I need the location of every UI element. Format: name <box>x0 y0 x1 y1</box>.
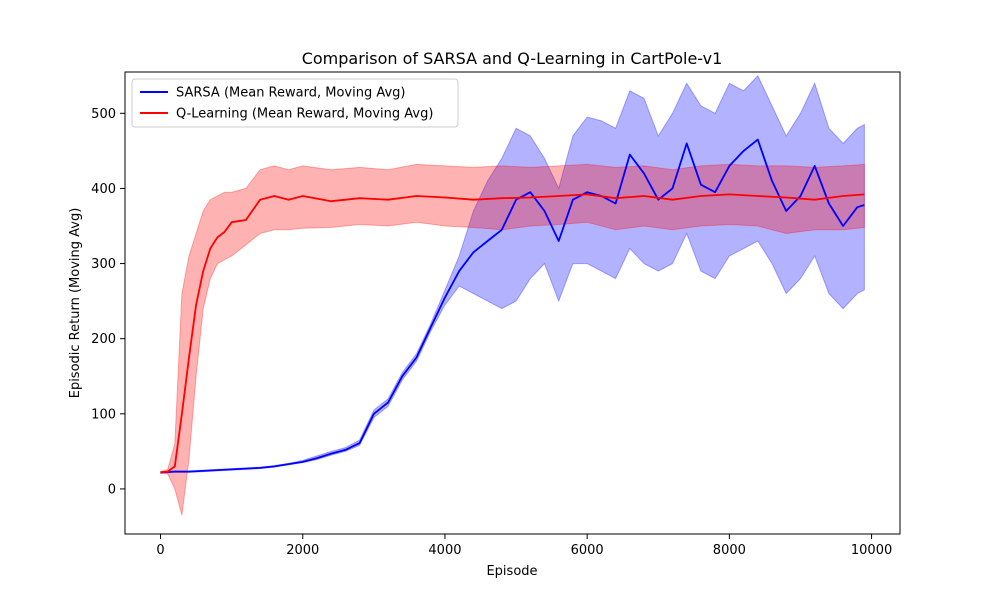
y-axis-label: Episodic Return (Moving Avg) <box>68 208 83 399</box>
y-tick-label: 400 <box>91 182 116 197</box>
y-tick-label: 200 <box>91 332 116 347</box>
sarsa-band <box>160 74 865 474</box>
x-tick-label: 8000 <box>713 543 746 558</box>
x-tick-label: 2000 <box>286 543 319 558</box>
legend-label-q-learning: Q-Learning (Mean Reward, Moving Avg) <box>176 107 433 122</box>
chart-title: Comparison of SARSA and Q-Learning in Ca… <box>302 49 723 68</box>
plot-background <box>125 72 900 534</box>
sarsa-line <box>160 138 865 474</box>
y-tick-label: 100 <box>91 407 116 422</box>
confidence-bands <box>160 74 865 516</box>
y-axis: 0 100 200 300 400 500 <box>91 107 125 497</box>
q-learning-band <box>160 163 865 516</box>
x-tick-label: 0 <box>156 543 164 558</box>
plot-area <box>124 71 901 535</box>
x-axis-label: Episode <box>486 564 537 579</box>
plot-frame <box>124 71 901 535</box>
legend-label-sarsa: SARSA (Mean Reward, Moving Avg) <box>176 86 406 101</box>
q-learning-line <box>160 193 865 474</box>
y-tick-label: 300 <box>91 257 116 272</box>
x-tick-label: 6000 <box>571 543 604 558</box>
series-lines <box>160 138 865 474</box>
legend-box <box>131 78 459 128</box>
x-tick-label: 4000 <box>428 543 461 558</box>
x-tick-label: 10000 <box>851 543 892 558</box>
y-tick-label: 0 <box>108 482 116 497</box>
x-axis: 0 2000 4000 6000 8000 10000 <box>156 534 892 558</box>
legend: SARSA (Mean Reward, Moving Avg) Q-Learnin… <box>131 78 459 128</box>
y-tick-label: 500 <box>91 107 116 122</box>
